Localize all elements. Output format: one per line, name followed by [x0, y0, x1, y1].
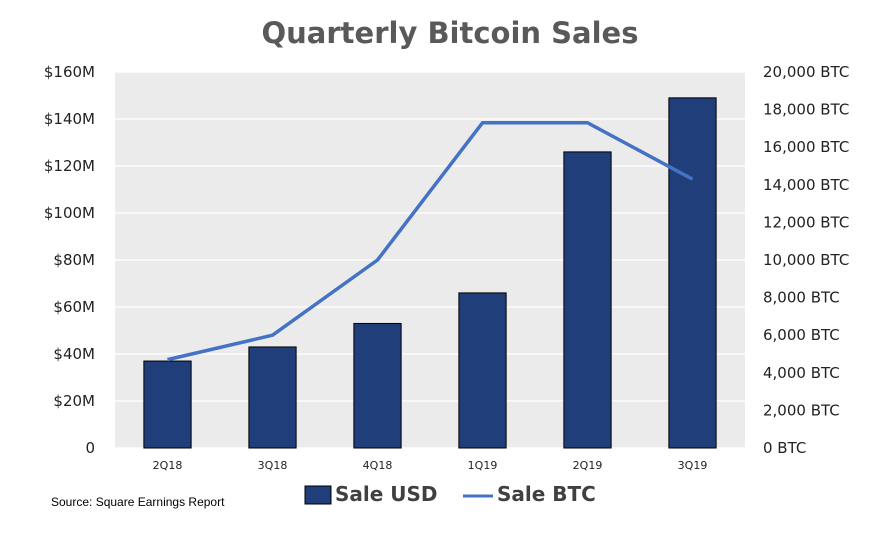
y-right-tick-label: 8,000 BTC	[763, 289, 840, 307]
source-note: Source: Square Earnings Report	[51, 495, 225, 509]
gridlines	[115, 71, 745, 449]
y-left-tick-label: $100M	[44, 204, 95, 222]
y-right-tick-label: 0 BTC	[763, 439, 806, 457]
y-right-tick-label: 10,000 BTC	[763, 251, 849, 269]
x-tick-label: 2Q18	[153, 459, 183, 472]
bar	[353, 322, 402, 449]
x-axis: 2Q18 3Q18 4Q18 1Q19 2Q19 3Q19	[153, 459, 708, 472]
y-left-tick-label: $60M	[53, 298, 95, 316]
legend: Sale USD Sale BTC	[304, 482, 596, 506]
bar	[248, 346, 297, 449]
x-tick-label: 3Q19	[678, 459, 708, 472]
legend-swatch-usd	[304, 485, 332, 505]
y-right-tick-label: 16,000 BTC	[763, 138, 849, 156]
bar	[458, 292, 507, 449]
y-right-tick-label: 4,000 BTC	[763, 364, 840, 382]
y-right-tick-label: 12,000 BTC	[763, 213, 849, 231]
chart-title: Quarterly Bitcoin Sales	[262, 16, 639, 50]
x-tick-label: 1Q19	[468, 459, 498, 472]
x-tick-label: 4Q18	[363, 459, 393, 472]
left-axis: 0 $20M $40M $60M $80M $100M $120M $140M $160M	[44, 63, 95, 457]
y-right-tick-label: 6,000 BTC	[763, 326, 840, 344]
bar	[563, 151, 612, 449]
right-axis: 0 BTC 2,000 BTC 4,000 BTC 6,000 BTC 8,000 BT…	[763, 63, 849, 457]
y-left-tick-label: $20M	[53, 392, 95, 410]
legend-label-usd: Sale USD	[335, 482, 438, 506]
y-left-tick-label: $40M	[53, 345, 95, 363]
y-left-tick-label: $120M	[44, 157, 95, 175]
x-tick-label: 2Q19	[573, 459, 603, 472]
y-left-tick-label: $160M	[44, 63, 95, 81]
y-right-tick-label: 18,000 BTC	[763, 101, 849, 119]
x-tick-label: 3Q18	[258, 459, 288, 472]
series-line	[167, 121, 694, 362]
y-right-tick-label: 14,000 BTC	[763, 176, 849, 194]
bar	[668, 97, 717, 449]
line-series	[167, 121, 694, 362]
y-right-tick-label: 2,000 BTC	[763, 401, 840, 419]
y-left-tick-label: 0	[85, 439, 95, 457]
y-left-tick-label: $80M	[53, 251, 95, 269]
y-right-tick-label: 20,000 BTC	[763, 63, 849, 81]
bar-series	[143, 97, 717, 449]
bar	[143, 360, 192, 449]
y-left-tick-label: $140M	[44, 110, 95, 128]
legend-label-btc: Sale BTC	[497, 482, 596, 506]
